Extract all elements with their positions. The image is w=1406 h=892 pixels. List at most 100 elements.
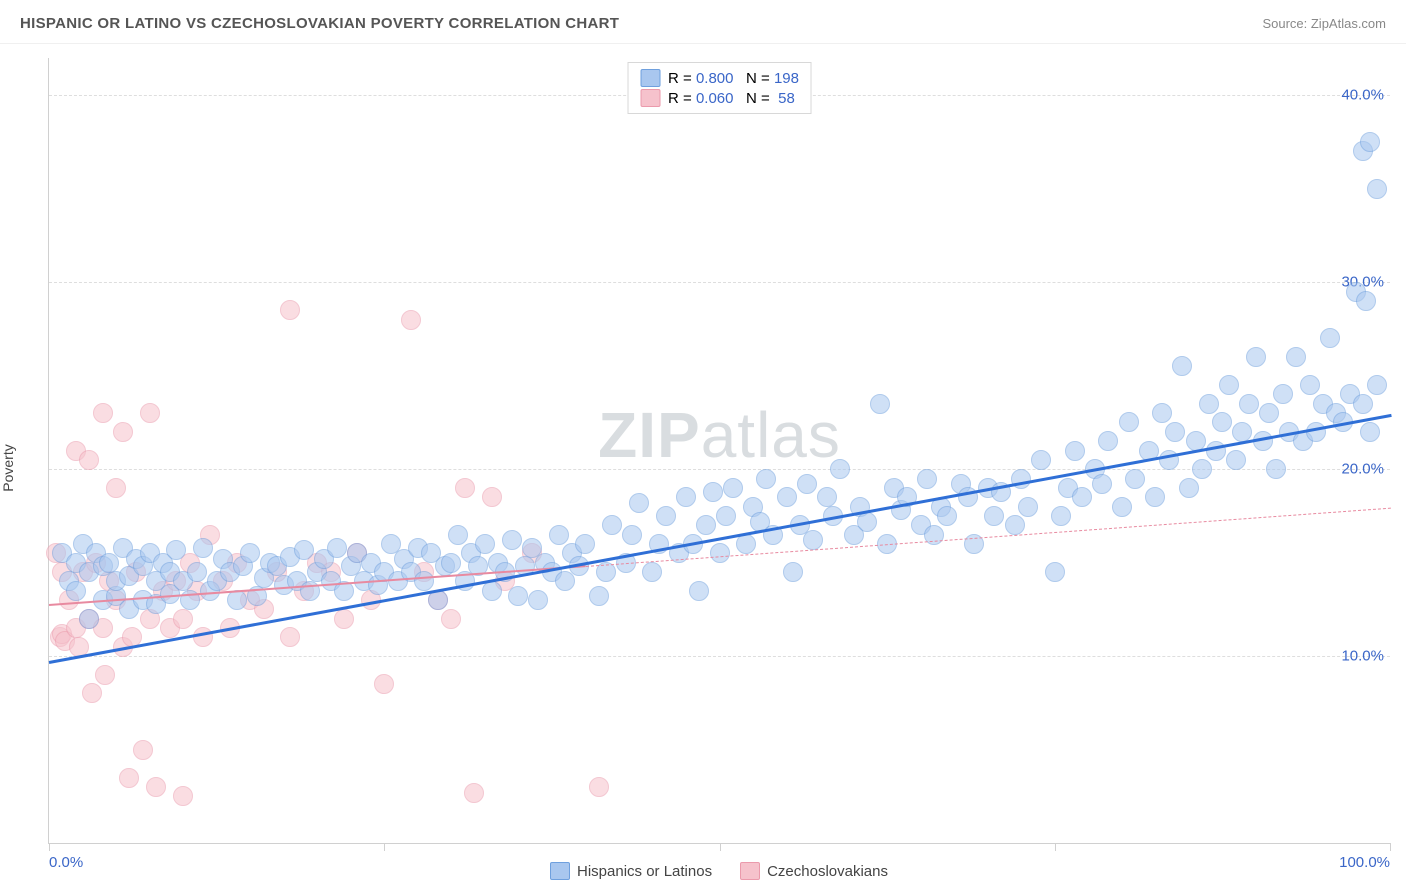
scatter-point-pink [441, 609, 461, 629]
chart-title: HISPANIC OR LATINO VS CZECHOSLOVAKIAN PO… [20, 15, 619, 32]
scatter-point-pink [133, 740, 153, 760]
x-tick [1055, 843, 1056, 851]
scatter-point-blue [441, 553, 461, 573]
chart-header: HISPANIC OR LATINO VS CZECHOSLOVAKIAN PO… [0, 0, 1406, 44]
y-tick-label: 10.0% [1341, 648, 1384, 665]
legend-stat-row-pink: R = 0.060 N = 58 [640, 88, 799, 108]
scatter-point-blue [1300, 375, 1320, 395]
scatter-point-blue [1125, 469, 1145, 489]
scatter-point-blue [1259, 403, 1279, 423]
scatter-point-blue [689, 581, 709, 601]
legend-swatch-pink [740, 862, 760, 880]
scatter-point-pink [146, 777, 166, 797]
chart-area: Poverty ZIPatlas R = 0.800 N = 198R = 0.… [0, 44, 1406, 892]
scatter-point-blue [756, 469, 776, 489]
scatter-point-blue [1356, 291, 1376, 311]
scatter-point-pink [374, 674, 394, 694]
scatter-point-blue [79, 609, 99, 629]
scatter-point-blue [1367, 179, 1387, 199]
scatter-point-pink [95, 665, 115, 685]
scatter-point-blue [1232, 422, 1252, 442]
scatter-point-pink [119, 768, 139, 788]
x-tick [49, 843, 50, 851]
scatter-point-blue [1172, 356, 1192, 376]
scatter-point-blue [528, 590, 548, 610]
scatter-point-blue [240, 543, 260, 563]
scatter-point-blue [1031, 450, 1051, 470]
scatter-point-blue [1018, 497, 1038, 517]
series-legend: Hispanics or Latinos Czechoslovakians [48, 862, 1390, 880]
scatter-point-blue [703, 482, 723, 502]
scatter-point-blue [1051, 506, 1071, 526]
scatter-point-blue [830, 459, 850, 479]
scatter-point-pink [334, 609, 354, 629]
scatter-point-blue [66, 581, 86, 601]
legend-swatch-pink [640, 89, 660, 107]
scatter-point-blue [1045, 562, 1065, 582]
scatter-point-blue [1152, 403, 1172, 423]
scatter-point-blue [1199, 394, 1219, 414]
scatter-point-blue [716, 506, 736, 526]
scatter-point-pink [140, 403, 160, 423]
scatter-point-pink [173, 786, 193, 806]
legend-swatch-blue [640, 69, 660, 87]
scatter-point-blue [723, 478, 743, 498]
scatter-point-blue [193, 538, 213, 558]
scatter-point-blue [227, 590, 247, 610]
scatter-point-pink [401, 310, 421, 330]
scatter-point-pink [589, 777, 609, 797]
scatter-point-blue [656, 506, 676, 526]
scatter-point-blue [710, 543, 730, 563]
scatter-point-blue [602, 515, 622, 535]
chart-source: Source: ZipAtlas.com [1262, 16, 1386, 31]
legend-label: Czechoslovakians [767, 863, 888, 880]
scatter-point-pink [82, 683, 102, 703]
scatter-point-blue [1226, 450, 1246, 470]
scatter-point-blue [187, 562, 207, 582]
legend-label: Hispanics or Latinos [577, 863, 712, 880]
scatter-point-blue [984, 506, 1004, 526]
scatter-point-blue [1005, 515, 1025, 535]
scatter-point-blue [294, 540, 314, 560]
scatter-point-pink [173, 609, 193, 629]
scatter-point-blue [1098, 431, 1118, 451]
legend-item-pink: Czechoslovakians [740, 862, 888, 880]
correlation-legend: R = 0.800 N = 198R = 0.060 N = 58 [627, 62, 812, 114]
scatter-point-blue [629, 493, 649, 513]
scatter-point-blue [1246, 347, 1266, 367]
scatter-point-blue [448, 525, 468, 545]
x-tick [1390, 843, 1391, 851]
scatter-point-blue [1165, 422, 1185, 442]
scatter-point-pink [93, 403, 113, 423]
scatter-point-blue [1273, 384, 1293, 404]
watermark: ZIPatlas [598, 398, 841, 472]
x-tick [384, 843, 385, 851]
scatter-point-blue [622, 525, 642, 545]
scatter-point-blue [1192, 459, 1212, 479]
scatter-point-blue [327, 538, 347, 558]
scatter-point-blue [575, 534, 595, 554]
legend-swatch-blue [550, 862, 570, 880]
x-tick [720, 843, 721, 851]
gridline [49, 656, 1390, 657]
gridline [49, 282, 1390, 283]
scatter-point-blue [589, 586, 609, 606]
scatter-point-pink [464, 783, 484, 803]
scatter-point-blue [166, 540, 186, 560]
y-tick-label: 20.0% [1341, 461, 1384, 478]
scatter-point-pink [106, 478, 126, 498]
scatter-point-pink [280, 627, 300, 647]
scatter-point-blue [1320, 328, 1340, 348]
scatter-point-blue [475, 534, 495, 554]
scatter-point-blue [1092, 474, 1112, 494]
scatter-point-blue [1353, 394, 1373, 414]
legend-stat-row-blue: R = 0.800 N = 198 [640, 68, 799, 88]
scatter-point-pink [455, 478, 475, 498]
scatter-point-blue [937, 506, 957, 526]
scatter-point-blue [1367, 375, 1387, 395]
scatter-point-blue [1119, 412, 1139, 432]
gridline [49, 469, 1390, 470]
scatter-point-blue [917, 469, 937, 489]
scatter-point-blue [797, 474, 817, 494]
scatter-point-blue [1266, 459, 1286, 479]
